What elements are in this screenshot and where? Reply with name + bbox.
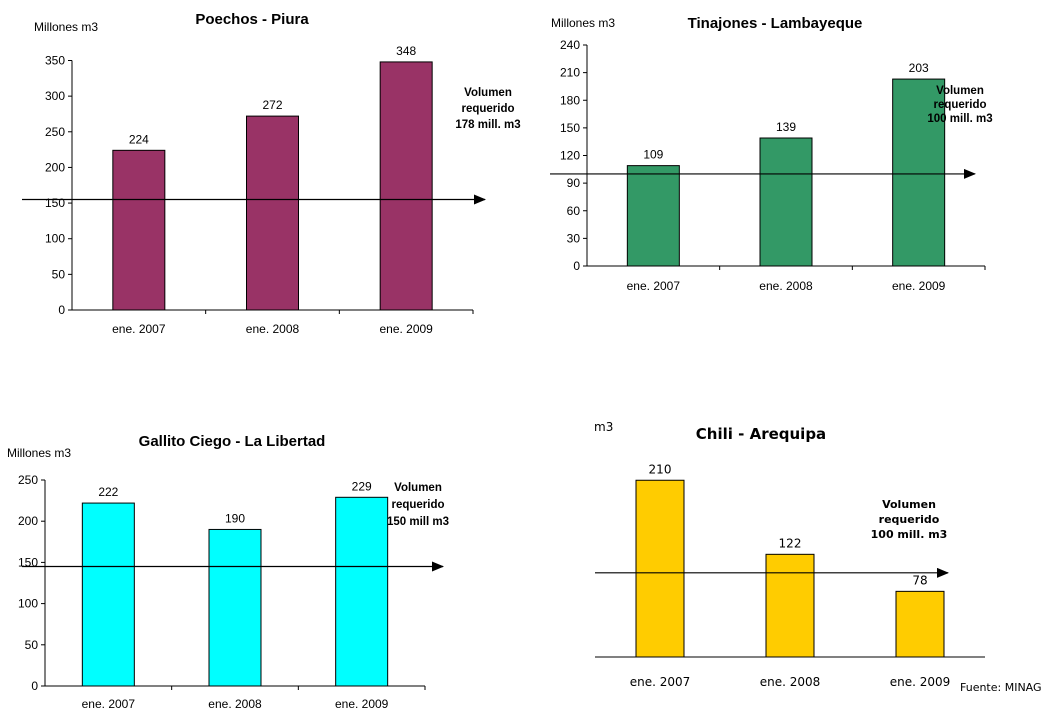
bar-value-label: 222 [98, 485, 118, 499]
required-volume-annotation: 100 mill. m3 [871, 528, 948, 541]
bar [81, 502, 135, 687]
bar [208, 528, 262, 687]
x-category-label: ene. 2007 [630, 675, 691, 689]
required-volume-annotation: 150 mill m3 [387, 516, 449, 528]
bar-value-label: 122 [779, 536, 802, 550]
bar [379, 61, 433, 311]
y-tick-label: 250 [45, 125, 65, 139]
y-tick-label: 200 [18, 514, 38, 528]
y-tick-label: 0 [31, 679, 38, 693]
y-tick-label: 150 [18, 555, 38, 569]
bar [112, 149, 166, 311]
y-tick-label: 350 [45, 54, 65, 68]
bar-value-label: 78 [912, 573, 927, 587]
required-volume-annotation: requerido [879, 513, 940, 526]
chart-2: Tinajones - Lambayeque Millones m3 0 30 60 90… [550, 15, 993, 293]
x-category-label: ene. 2008 [759, 279, 813, 293]
y-axis-unit-label: Millones m3 [551, 16, 615, 30]
bar-value-label: 210 [649, 462, 672, 476]
bar [765, 553, 815, 658]
source-note: Fuente: MINAG [960, 681, 1042, 694]
y-tick-label: 150 [45, 196, 65, 210]
required-volume-annotation: requerido [933, 99, 986, 111]
bar [895, 590, 945, 658]
y-tick-label: 150 [560, 121, 580, 135]
chart-title: Chili - Arequipa [696, 425, 826, 443]
y-tick-label: 100 [45, 232, 65, 246]
y-tick-label: 30 [567, 231, 581, 245]
bar-value-label: 229 [352, 479, 372, 493]
required-volume-annotation: 178 mill. m3 [455, 119, 520, 131]
required-volume-annotation: 100 mill. m3 [927, 113, 992, 125]
x-category-label: ene. 2007 [82, 697, 136, 711]
x-category-label: ene. 2009 [379, 322, 433, 336]
bar [635, 479, 685, 658]
chart-title: Poechos - Piura [195, 11, 309, 28]
x-category-label: ene. 2007 [627, 279, 681, 293]
required-volume-annotation: Volumen [464, 87, 512, 99]
bar-value-label: 348 [396, 44, 416, 58]
chart-title: Gallito Ciego - La Libertad [139, 433, 326, 450]
chart-title: Tinajones - Lambayeque [688, 15, 863, 32]
required-volume-annotation: requerido [391, 499, 444, 511]
required-volume-annotation: Volumen [882, 498, 936, 511]
x-category-label: ene. 2008 [208, 697, 262, 711]
bar [246, 115, 299, 311]
bar [626, 165, 680, 267]
bar-value-label: 203 [909, 61, 929, 75]
y-axis-unit-label: Millones m3 [7, 446, 71, 460]
y-axis-unit-label: Millones m3 [34, 20, 98, 34]
bar-value-label: 109 [643, 148, 663, 162]
y-tick-label: 200 [45, 160, 65, 174]
required-volume-annotation: requerido [461, 103, 514, 115]
chart-3: Gallito Ciego - La Libertad Millones m3 0 5… [7, 433, 449, 711]
chart-4: Chili - Arequipa m3 210 ene. 2007 122 ene. 20… [594, 420, 985, 689]
y-tick-label: 250 [18, 473, 38, 487]
bar [335, 496, 389, 687]
bar-value-label: 190 [225, 511, 245, 525]
x-category-label: ene. 2008 [246, 322, 300, 336]
y-tick-label: 60 [567, 204, 581, 218]
y-tick-label: 300 [45, 89, 65, 103]
x-category-label: ene. 2009 [892, 279, 946, 293]
required-volume-annotation: Volumen [936, 85, 984, 97]
x-category-label: ene. 2009 [890, 675, 951, 689]
bar-value-label: 272 [262, 98, 282, 112]
y-tick-label: 120 [560, 149, 580, 163]
bar [892, 78, 946, 267]
y-tick-label: 0 [573, 259, 580, 273]
y-tick-label: 50 [52, 267, 66, 281]
y-tick-label: 100 [18, 597, 38, 611]
x-category-label: ene. 2008 [760, 675, 821, 689]
y-axis-unit-label: m3 [594, 420, 613, 434]
y-tick-label: 240 [560, 38, 580, 52]
x-category-label: ene. 2007 [112, 322, 166, 336]
bar [759, 137, 813, 267]
chart-1: Poechos - Piura Millones m3 0 50 100 150 200 25… [22, 11, 521, 336]
required-volume-annotation: Volumen [394, 482, 442, 494]
y-tick-label: 50 [25, 638, 39, 652]
y-tick-label: 0 [58, 303, 65, 317]
y-tick-label: 210 [560, 66, 580, 80]
bar-value-label: 224 [129, 132, 149, 146]
y-tick-label: 90 [567, 176, 581, 190]
bar-value-label: 139 [776, 120, 796, 134]
y-tick-label: 180 [560, 93, 580, 107]
x-category-label: ene. 2009 [335, 697, 389, 711]
